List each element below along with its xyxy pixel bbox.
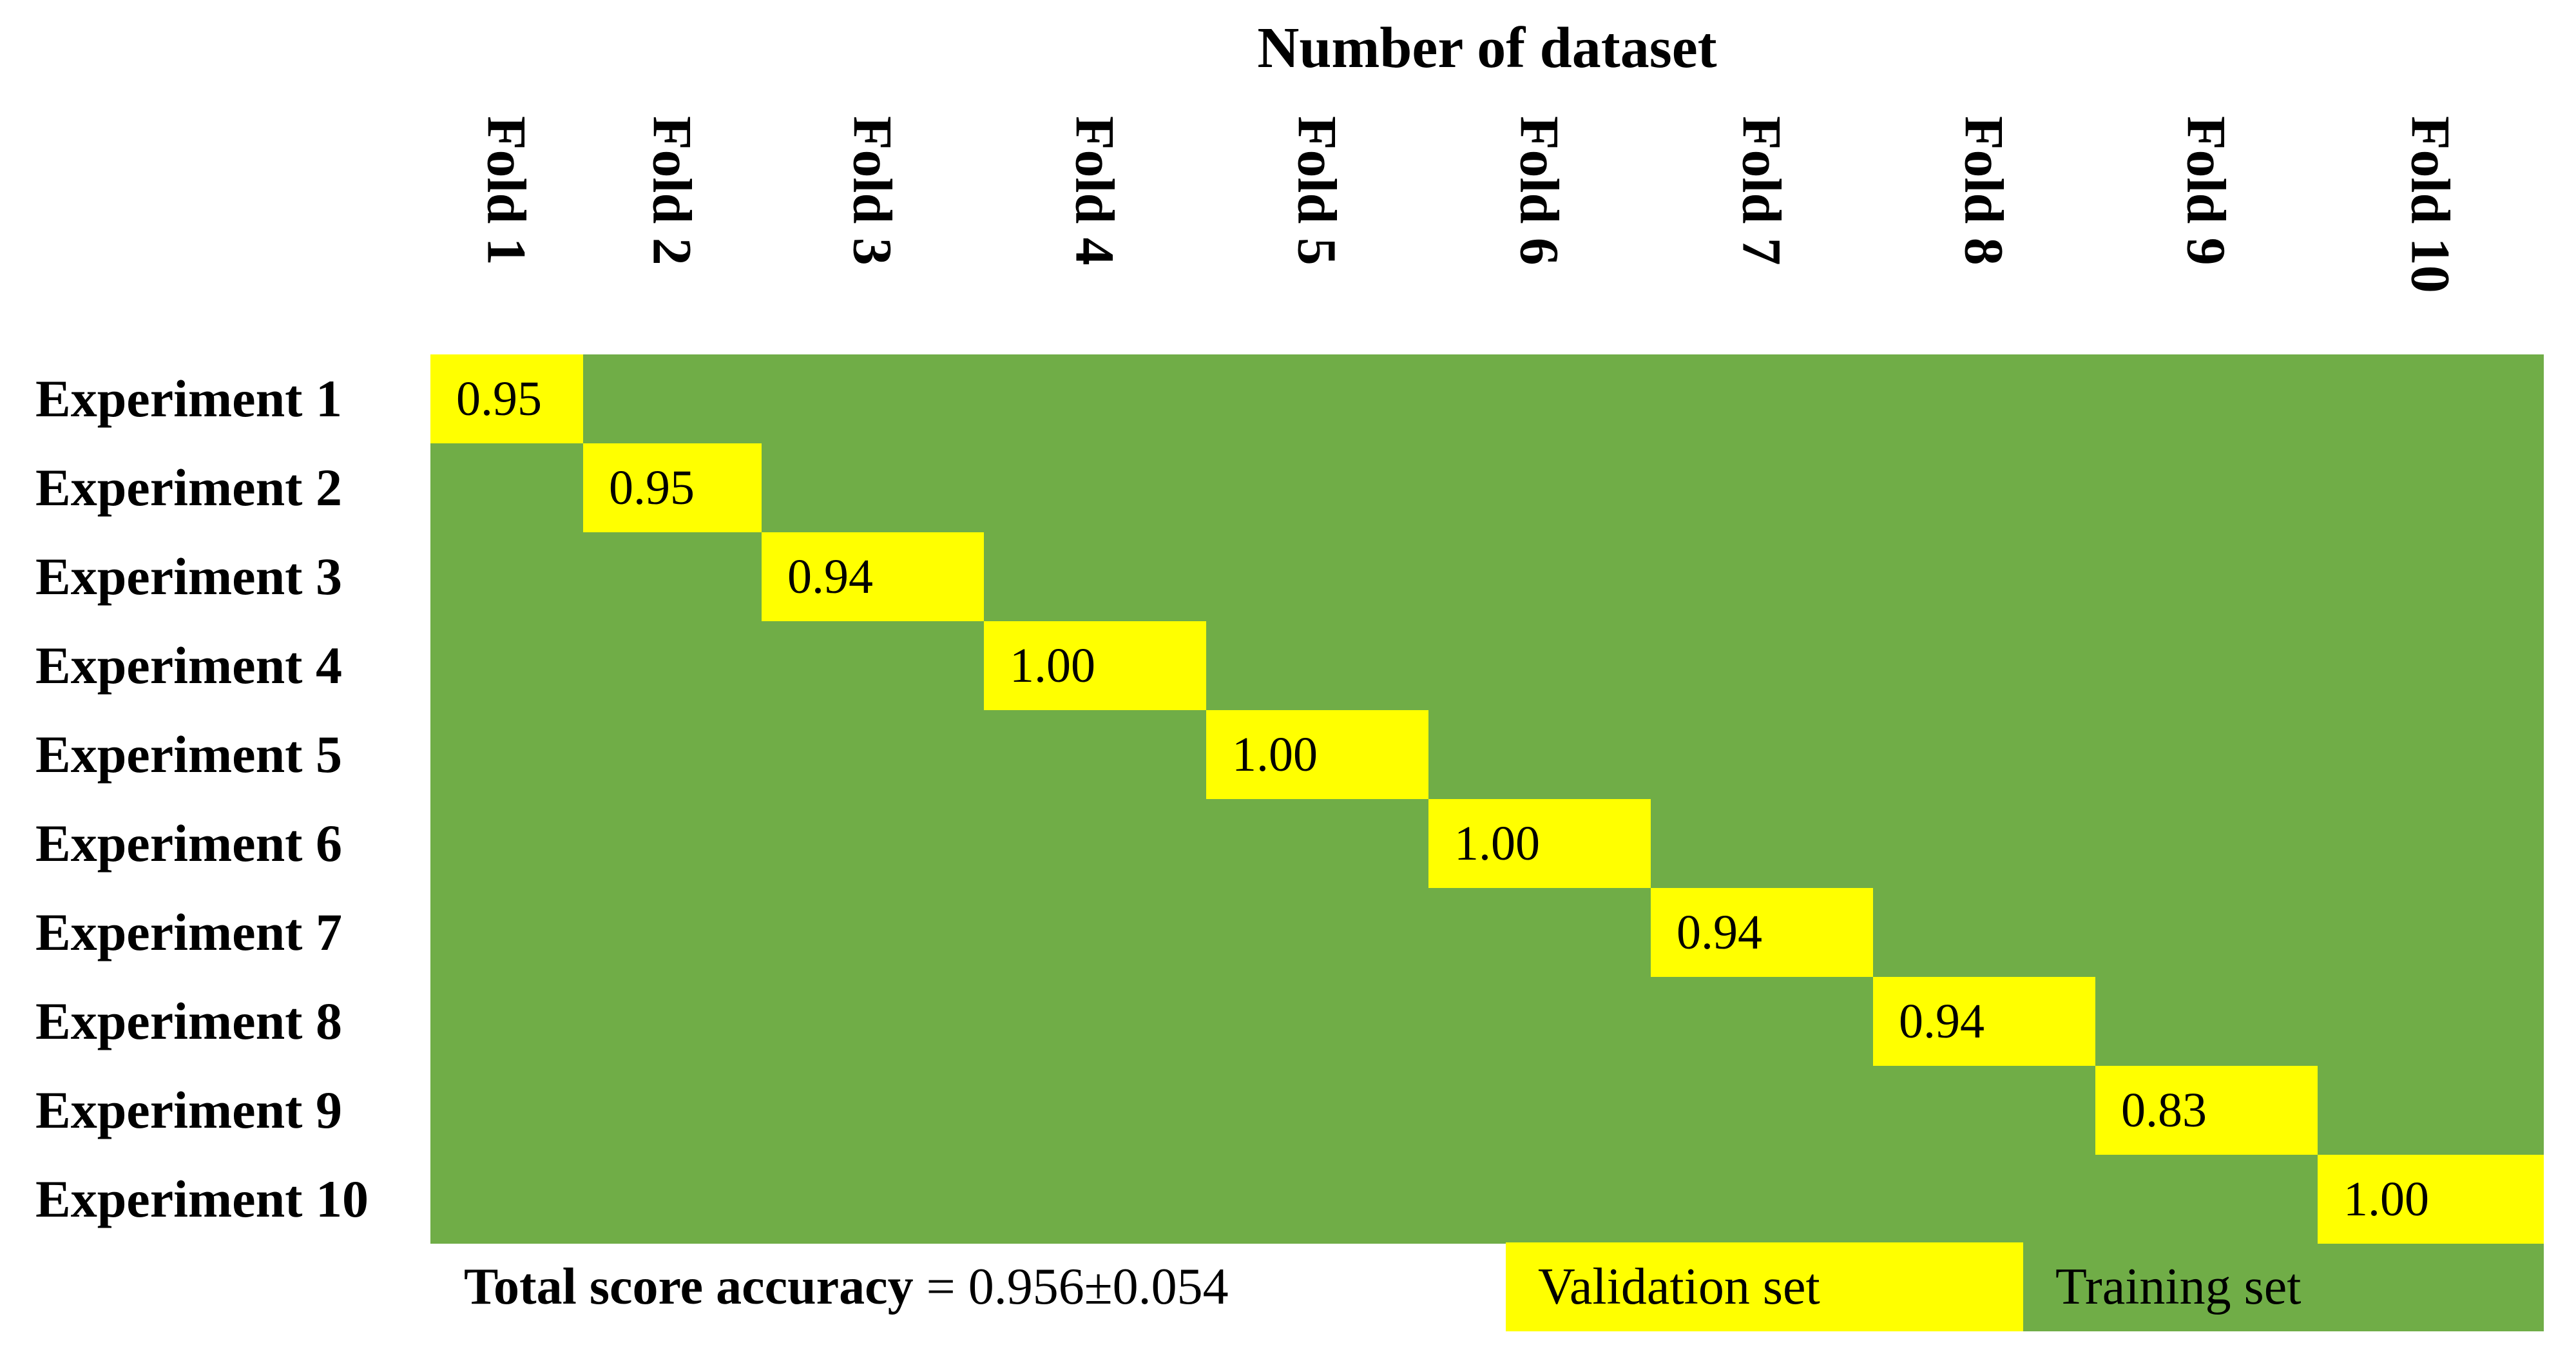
- validation-cell: 1.00: [1206, 710, 1428, 799]
- experiment-label: Experiment 3: [35, 547, 342, 606]
- validation-cell: 1.00: [2318, 1155, 2544, 1244]
- fold-label: Fold 6: [1508, 116, 1571, 265]
- validation-cell: 0.83: [2095, 1066, 2318, 1155]
- experiment-label: Experiment 4: [35, 636, 342, 695]
- fold-label: Fold 5: [1286, 116, 1349, 265]
- total-score: Total score accuracy = 0.956±0.054: [464, 1242, 1229, 1331]
- experiment-label: Experiment 8: [35, 992, 342, 1050]
- fold-label: Fold 8: [1953, 116, 2015, 265]
- validation-cell: 0.94: [1651, 888, 1873, 977]
- experiment-label: Experiment 6: [35, 814, 342, 873]
- validation-cell: 0.94: [1873, 977, 2095, 1066]
- fold-label: Fold 10: [2399, 116, 2462, 293]
- legend-validation-label: Validation set: [1538, 1259, 1820, 1315]
- fold-label: Fold 2: [641, 116, 704, 265]
- experiment-label: Experiment 1: [35, 369, 342, 428]
- validation-cell: 1.00: [1428, 799, 1651, 888]
- total-score-value: = 0.956±0.054: [913, 1259, 1229, 1315]
- experiment-label: Experiment 2: [35, 458, 342, 517]
- validation-cell: 0.95: [583, 443, 762, 532]
- legend-validation-set: Validation set: [1506, 1242, 2023, 1331]
- validation-cell: 0.95: [430, 354, 583, 443]
- validation-cell: 0.94: [762, 532, 984, 621]
- fold-label: Fold 7: [1731, 116, 1793, 265]
- experiment-label: Experiment 10: [35, 1170, 369, 1228]
- validation-cell: 1.00: [984, 621, 1206, 710]
- fold-label: Fold 3: [841, 116, 904, 265]
- experiment-label: Experiment 7: [35, 903, 342, 961]
- experiment-label: Experiment 9: [35, 1081, 342, 1139]
- total-score-label: Total score accuracy: [464, 1259, 914, 1315]
- fold-label: Fold 1: [476, 116, 538, 265]
- legend-training-set: Training set: [2023, 1242, 2544, 1331]
- fold-label: Fold 4: [1064, 116, 1126, 265]
- legend-training-label: Training set: [2055, 1259, 2302, 1315]
- experiment-label: Experiment 5: [35, 725, 342, 784]
- header-title: Number of dataset: [1257, 16, 1717, 80]
- fold-label: Fold 9: [2175, 116, 2238, 265]
